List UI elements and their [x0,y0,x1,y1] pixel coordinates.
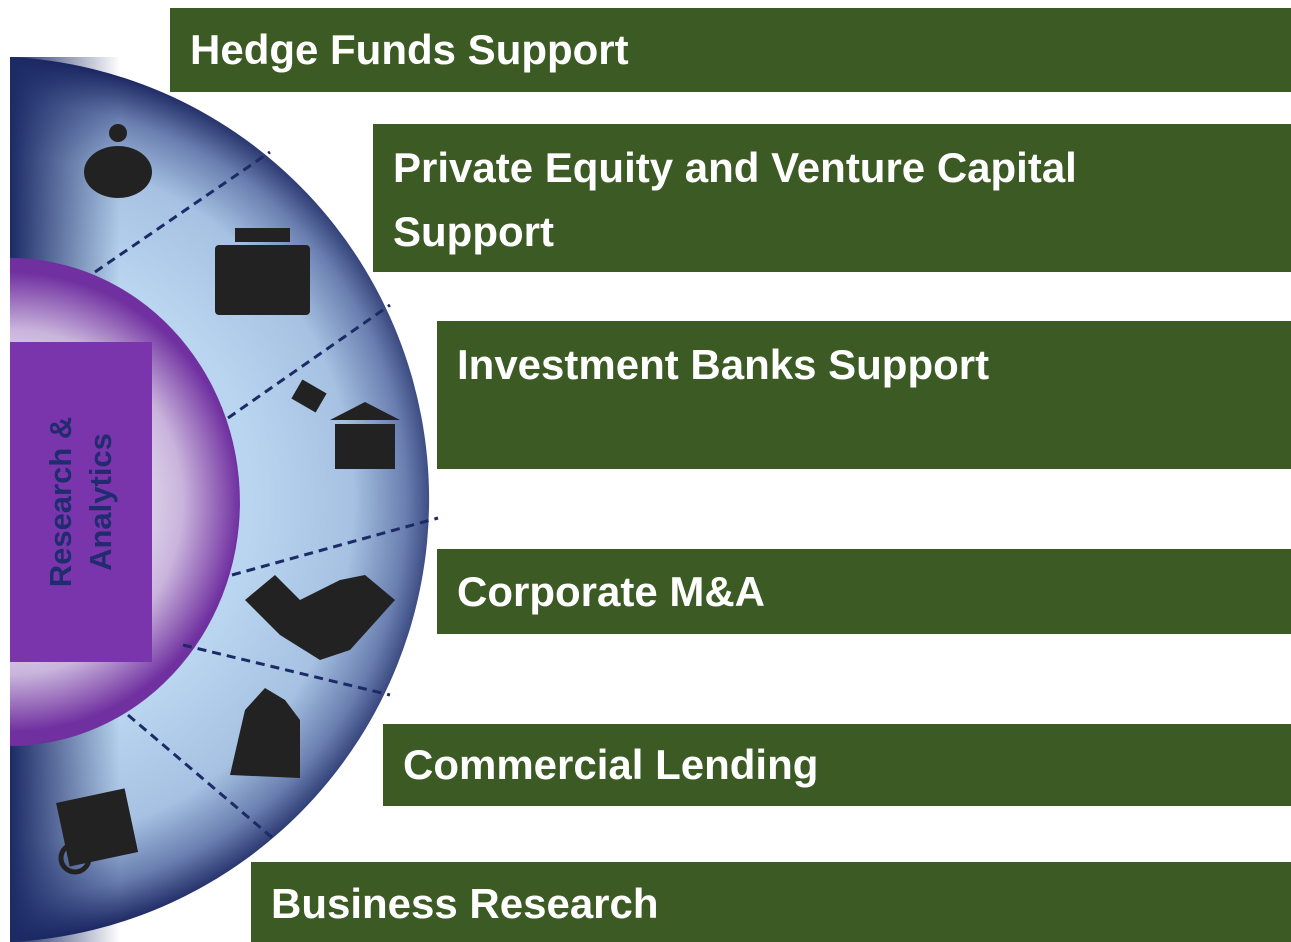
divider [231,516,439,577]
item-box: Private Equity and Venture Capital Suppo… [373,124,1291,272]
building-icon [230,688,300,778]
coin-icon [109,124,127,142]
divider [227,303,391,420]
bank-icon [335,424,395,469]
dividers [94,150,439,842]
item-box: Hedge Funds Support [170,8,1291,92]
divider [127,713,276,842]
cash-box-handle [235,228,290,242]
money-icon [291,379,327,413]
item-box: Commercial Lending [383,724,1291,806]
item-box: Corporate M&A [437,549,1291,634]
center-label: Research & Analytics [43,416,118,588]
piggy-bank-icon [84,146,152,198]
research-icon [56,788,139,867]
item-box: Investment Banks Support [437,321,1291,469]
magnifier-icon [58,841,92,875]
cash-box-icon [215,245,310,315]
icons [56,124,400,875]
divider [182,643,391,697]
bank-roof-icon [330,402,400,420]
handshake-icon [245,575,395,660]
center-box [10,342,152,662]
divider [94,150,271,274]
item-box: Business Research [251,862,1291,942]
